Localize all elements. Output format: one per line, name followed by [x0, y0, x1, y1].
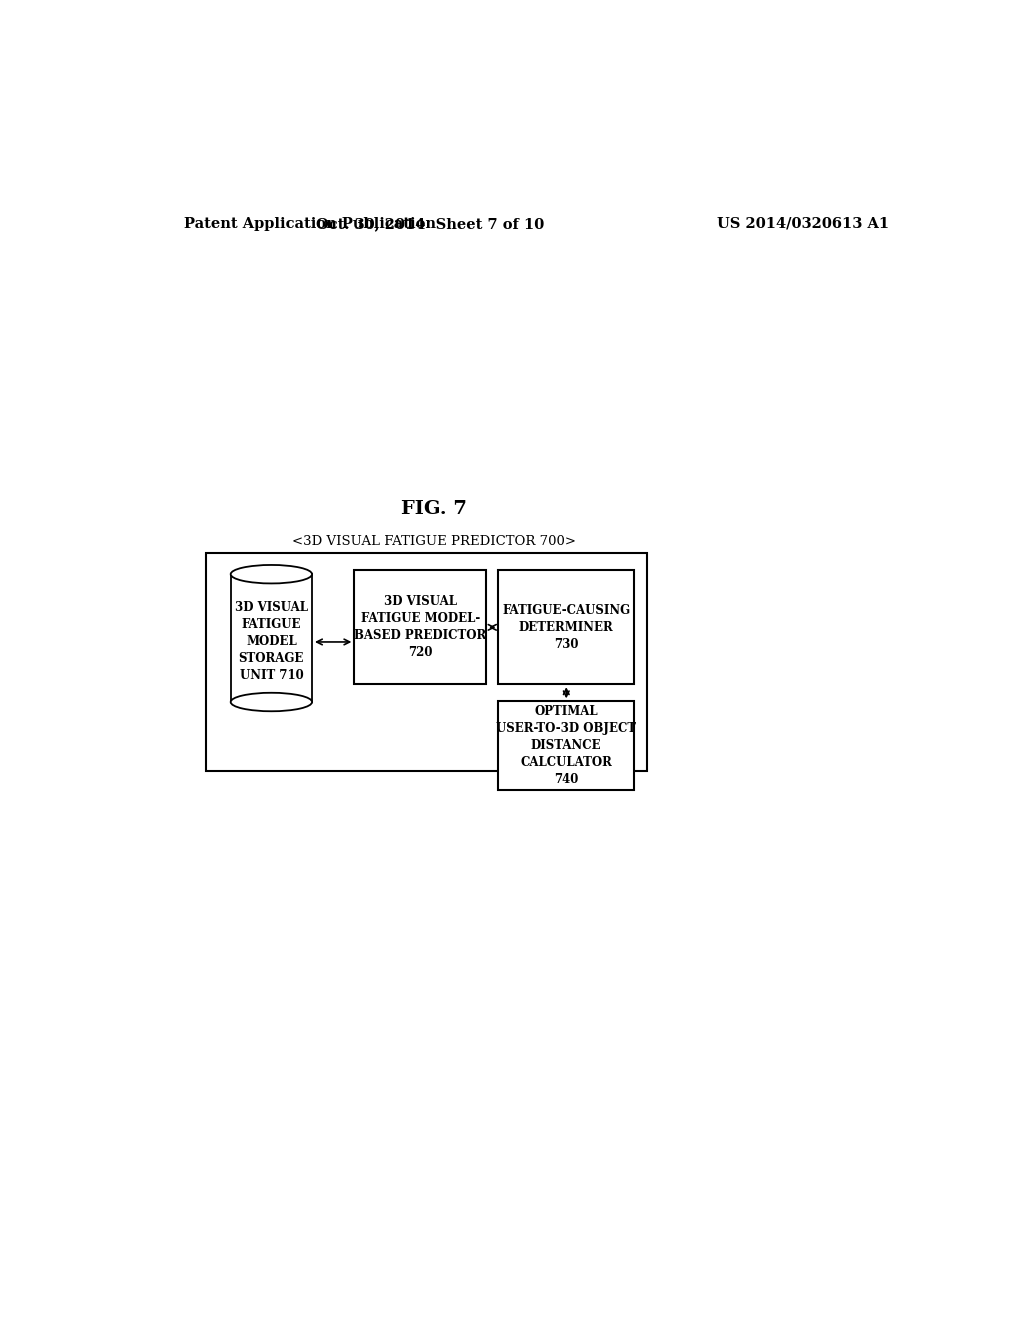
- Text: FATIGUE-CAUSING
DETERMINER
730: FATIGUE-CAUSING DETERMINER 730: [502, 603, 631, 651]
- Bar: [499, 570, 634, 684]
- Text: Patent Application Publication: Patent Application Publication: [183, 216, 436, 231]
- Bar: [499, 701, 634, 789]
- Text: 3D VISUAL
FATIGUE
MODEL
STORAGE
UNIT 710: 3D VISUAL FATIGUE MODEL STORAGE UNIT 710: [234, 602, 308, 682]
- Text: Oct. 30, 2014  Sheet 7 of 10: Oct. 30, 2014 Sheet 7 of 10: [316, 216, 545, 231]
- Text: US 2014/0320613 A1: US 2014/0320613 A1: [717, 216, 889, 231]
- Bar: [354, 570, 486, 684]
- Ellipse shape: [230, 565, 312, 583]
- Text: <3D VISUAL FATIGUE PREDICTOR 700>: <3D VISUAL FATIGUE PREDICTOR 700>: [292, 536, 577, 548]
- Text: 3D VISUAL
FATIGUE MODEL-
BASED PREDICTOR
720: 3D VISUAL FATIGUE MODEL- BASED PREDICTOR…: [354, 595, 486, 659]
- Ellipse shape: [230, 693, 312, 711]
- Text: FIG. 7: FIG. 7: [401, 500, 467, 517]
- Bar: [206, 553, 647, 771]
- Text: OPTIMAL
USER-TO-3D OBJECT
DISTANCE
CALCULATOR
740: OPTIMAL USER-TO-3D OBJECT DISTANCE CALCU…: [497, 705, 636, 785]
